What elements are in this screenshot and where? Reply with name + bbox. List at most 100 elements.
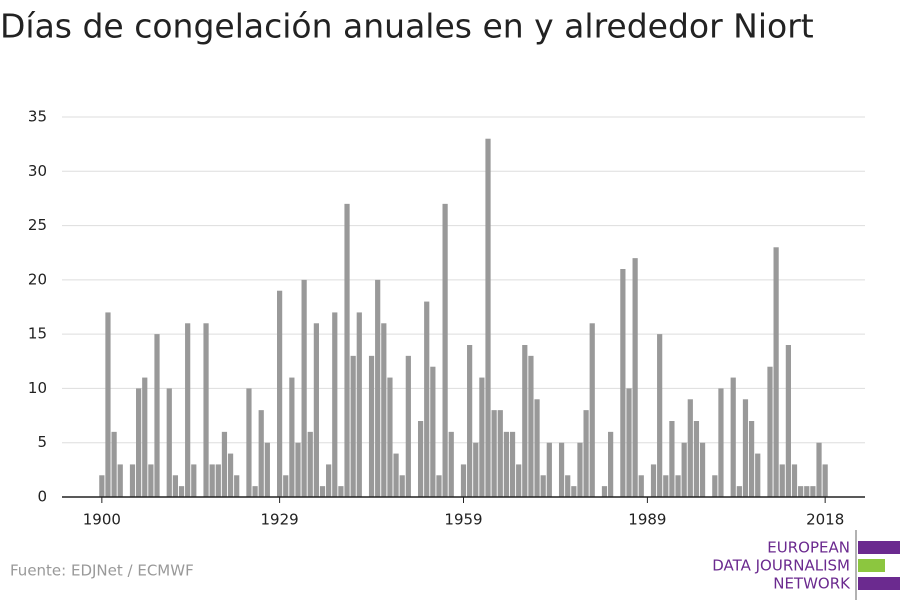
bar [264, 442, 270, 497]
y-tick-label: 25 [28, 216, 47, 234]
logo: EUROPEAN DATA JOURNALISM NETWORK [712, 530, 900, 600]
bar [730, 377, 736, 497]
bar [601, 486, 608, 497]
bar [693, 421, 700, 497]
bar [99, 475, 105, 497]
bar [798, 486, 804, 497]
bar [136, 388, 142, 497]
bar [430, 366, 436, 497]
logo-bar [858, 559, 885, 572]
bar [387, 377, 393, 497]
x-tick-label: 1959 [444, 511, 482, 529]
logo-text: NETWORK [773, 575, 851, 593]
bar [681, 442, 687, 497]
bar [215, 464, 221, 497]
bar [417, 421, 424, 497]
bar [577, 442, 583, 497]
bar [356, 312, 362, 497]
bar [191, 464, 197, 497]
bar [583, 410, 589, 497]
bar [399, 475, 405, 497]
bar [503, 431, 510, 497]
bar [129, 464, 136, 497]
y-tick-label: 30 [28, 162, 47, 180]
bar [319, 486, 326, 497]
bar [111, 431, 117, 497]
bar [687, 399, 693, 497]
y-tick-label: 5 [37, 433, 47, 451]
bar [283, 475, 289, 497]
bar [558, 442, 565, 497]
bar [663, 475, 669, 497]
bar [393, 453, 399, 497]
bar [516, 464, 522, 497]
bar [148, 464, 154, 497]
logo-bar [858, 541, 900, 554]
bar [460, 464, 467, 497]
bar [381, 323, 387, 497]
bar [620, 269, 626, 497]
bar [509, 431, 516, 497]
bar [209, 464, 215, 497]
bar [773, 247, 779, 497]
y-tick-label: 35 [28, 108, 47, 126]
bar [810, 486, 816, 497]
bar [375, 279, 381, 497]
bar [252, 486, 258, 497]
bar [142, 377, 148, 497]
bar [608, 431, 614, 497]
x-tick-label: 1929 [261, 511, 299, 529]
bar [301, 279, 307, 497]
bar [467, 345, 473, 497]
bar [258, 410, 264, 497]
bar [785, 345, 791, 497]
bar [767, 366, 773, 497]
logo-text: DATA JOURNALISM [712, 557, 850, 575]
bar [424, 301, 430, 497]
bar [638, 475, 644, 497]
bar [650, 464, 657, 497]
bar [166, 388, 172, 497]
bar [172, 475, 179, 497]
bar [657, 334, 663, 497]
y-tick-label: 20 [28, 270, 47, 288]
bar [246, 388, 252, 497]
bar [436, 475, 442, 497]
bar [350, 355, 356, 497]
bar [699, 442, 706, 497]
logo-bar [858, 577, 900, 590]
bar [105, 312, 111, 497]
bar [203, 323, 209, 497]
bar [491, 410, 497, 497]
bar [234, 475, 240, 497]
bar [589, 323, 595, 497]
bar [816, 442, 822, 497]
bar [736, 486, 742, 497]
y-tick-label: 15 [28, 325, 47, 343]
x-tick-label: 2018 [806, 511, 844, 529]
bar [442, 203, 448, 497]
bar [712, 475, 718, 497]
bar [485, 138, 491, 497]
bar [326, 464, 332, 497]
chart-title: Días de congelación anuales en y alreded… [0, 7, 814, 46]
bar [295, 442, 301, 497]
bar [546, 442, 552, 497]
bar [313, 323, 319, 497]
bar [626, 388, 632, 497]
bar [675, 475, 681, 497]
bar [748, 421, 755, 497]
bar [791, 464, 798, 497]
bar [473, 442, 479, 497]
y-tick-label: 10 [28, 379, 47, 397]
x-tick-label: 1989 [628, 511, 666, 529]
bar [779, 464, 785, 497]
bar [540, 475, 546, 497]
bar [178, 486, 185, 497]
bar [534, 399, 540, 497]
x-tick-label: 1900 [83, 511, 121, 529]
bar [185, 323, 191, 497]
bar [368, 355, 375, 497]
bar [804, 486, 810, 497]
bar [497, 410, 503, 497]
